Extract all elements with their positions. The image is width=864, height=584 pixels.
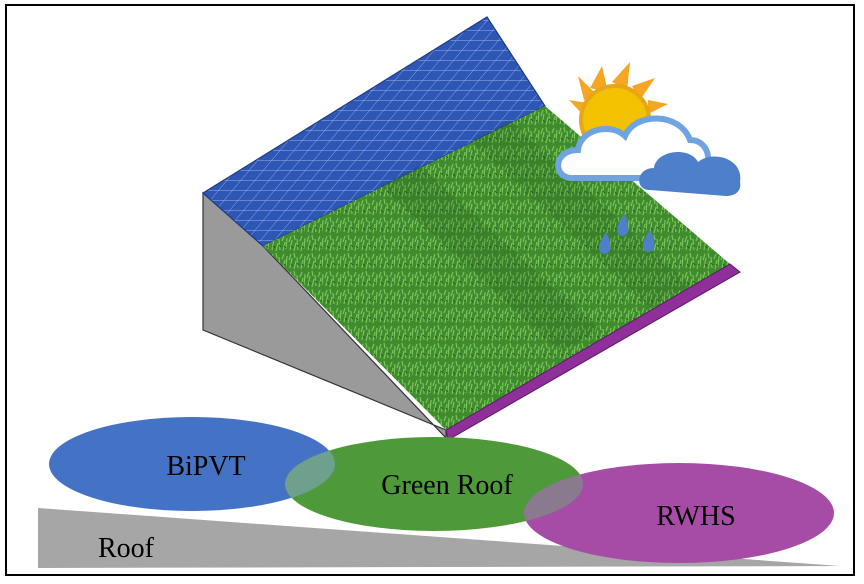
- rwhs-ellipse: [524, 463, 834, 563]
- green-roof-label: Green Roof: [381, 470, 513, 501]
- gutter-strip: [445, 263, 741, 441]
- roof-label: Roof: [98, 533, 155, 564]
- weather-sun-cloud-rain-icon: [555, 62, 741, 254]
- rwhs-label: RWHS: [656, 501, 735, 532]
- bipvt-ellipse: [49, 417, 335, 511]
- bipvt-label: BiPVT: [166, 451, 245, 482]
- green-roof-surface: [263, 106, 730, 430]
- green-roof-ellipse: [285, 437, 583, 531]
- green-roof-shading: [380, 165, 600, 352]
